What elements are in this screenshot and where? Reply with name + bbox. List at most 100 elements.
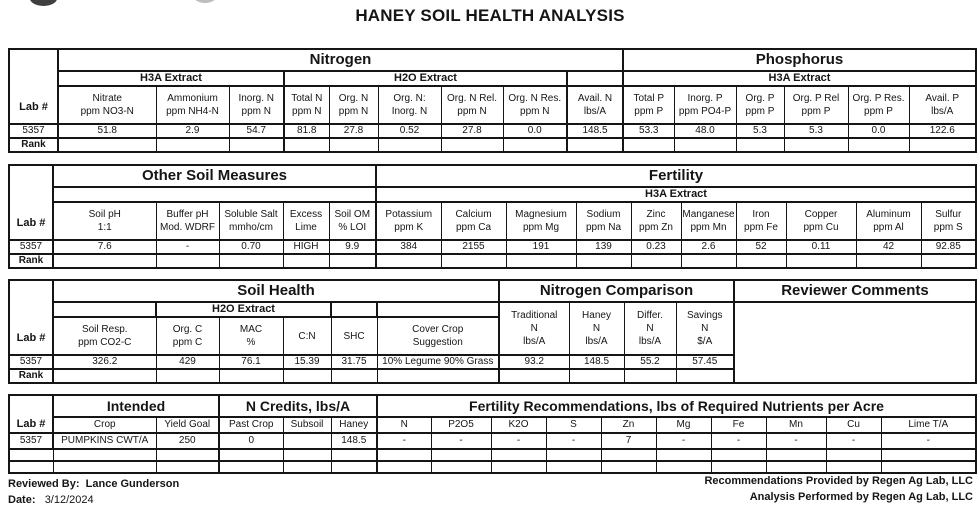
empty-cell	[155, 460, 220, 474]
rank-empty	[680, 253, 737, 269]
rank-label: Rank	[8, 368, 54, 384]
value-cell: 76.1	[218, 354, 284, 370]
col-header: Iron ppm Fe	[735, 201, 787, 241]
rank-empty	[282, 368, 332, 384]
value-cell: 51.8	[57, 123, 157, 139]
empty-cell	[710, 460, 767, 474]
reviewer-comments-area	[733, 301, 977, 384]
rank-label: Rank	[8, 253, 54, 269]
fertility-section-title: Fertility	[375, 164, 977, 188]
value-cell: 2155	[440, 239, 507, 255]
lab-number: 5357	[8, 354, 54, 370]
recommendations-table: Lab # Intended N Credits, lbs/A Fertilit…	[8, 394, 977, 474]
col-header: Org. N: Inorg. N	[377, 85, 442, 125]
value-cell: 55.2	[623, 354, 677, 370]
h3a-extract-band: H3A Extract	[375, 186, 977, 203]
col-header: Crop	[52, 416, 157, 434]
value-cell: 148.5	[566, 123, 624, 139]
blank-band	[52, 186, 377, 203]
logo-fragment-dark	[30, 0, 57, 6]
crop-value: PUMPKINS CWT/A	[52, 432, 157, 450]
col-header: Soil OM% LOI	[328, 201, 377, 241]
empty-cell	[430, 448, 492, 462]
nitrogen-comparison-title: Nitrogen Comparison	[498, 279, 735, 303]
col-header: Org. P Rel ppm P	[783, 85, 849, 125]
value-cell: 2.6	[680, 239, 737, 255]
empty-cell	[880, 460, 977, 474]
blank-band	[376, 301, 500, 318]
col-header: Fe	[710, 416, 767, 434]
rank-empty	[920, 253, 977, 269]
rank-empty	[855, 253, 922, 269]
value-cell: -	[880, 432, 977, 450]
empty-cell	[825, 460, 882, 474]
value-cell: 48.0	[673, 123, 737, 139]
empty-cell	[880, 448, 977, 462]
lab-header: Lab #	[8, 394, 54, 434]
empty-cell	[330, 460, 378, 474]
reviewed-by-label: Reviewed By:	[8, 478, 80, 490]
empty-cell	[710, 448, 767, 462]
value-cell: 0.23	[630, 239, 682, 255]
value-cell: 54.7	[228, 123, 285, 139]
value-cell: 92.85	[920, 239, 977, 255]
rank-empty	[847, 137, 910, 153]
rank-empty	[785, 253, 857, 269]
rank-empty	[498, 368, 570, 384]
date-label: Date:	[8, 494, 36, 506]
col-header: Soluble Salt mmho/cm	[218, 201, 284, 241]
col-header: Zinc ppm Zn	[630, 201, 682, 241]
value-cell: 57.45	[675, 354, 735, 370]
col-header: Yield Goal	[155, 416, 220, 434]
col-header: SHC	[330, 316, 378, 356]
value-cell: 7	[600, 432, 657, 450]
col-header: Sulfur ppm S	[920, 201, 977, 241]
col-header: MAC%	[218, 316, 284, 356]
value-cell: 429	[155, 354, 220, 370]
value-cell: 148.5	[330, 432, 378, 450]
reviewed-by-value: Lance Gunderson	[85, 478, 180, 490]
empty-cell	[765, 448, 827, 462]
empty-cell	[765, 460, 827, 474]
value-cell: 31.75	[330, 354, 378, 370]
lab-number: 5357	[8, 123, 59, 139]
col-header: Copper ppm Cu	[785, 201, 857, 241]
rank-empty	[630, 253, 682, 269]
value-cell: 0	[218, 432, 284, 450]
value-cell: -	[655, 432, 712, 450]
value-cell: 53.3	[622, 123, 675, 139]
blank-band	[566, 70, 624, 87]
rank-empty	[440, 137, 504, 153]
rank-empty	[622, 137, 675, 153]
value-cell: -	[545, 432, 602, 450]
rank-empty	[505, 253, 577, 269]
value-cell: -	[825, 432, 882, 450]
col-header: C:N	[282, 316, 332, 356]
rank-empty	[155, 368, 220, 384]
col-header: Cu	[825, 416, 882, 434]
rank-empty	[328, 137, 379, 153]
rank-empty	[328, 253, 377, 269]
soil-measures-fertility-table: Lab # Other Soil Measures Fertility H3A …	[8, 164, 977, 269]
value-cell: -	[376, 432, 432, 450]
value-cell: -	[710, 432, 767, 450]
empty-cell	[600, 460, 657, 474]
col-header: Ammonium ppm NH4-N	[155, 85, 230, 125]
empty-cell	[330, 448, 378, 462]
empty-cell	[282, 448, 332, 462]
value-cell: 27.8	[440, 123, 504, 139]
other-soil-measures-title: Other Soil Measures	[52, 164, 377, 188]
fertility-recommendations-title: Fertility Recommendations, lbs of Requir…	[376, 394, 977, 418]
col-header: Savings N $/A	[675, 301, 735, 356]
nitrogen-phosphorus-table: Lab # Nitrogen Phosphorus H3A Extract H2…	[8, 48, 977, 153]
reviewer-comments-title: Reviewer Comments	[733, 279, 977, 303]
col-header: Soil Resp. ppm CO2-C	[52, 316, 157, 356]
col-header: S	[545, 416, 602, 434]
